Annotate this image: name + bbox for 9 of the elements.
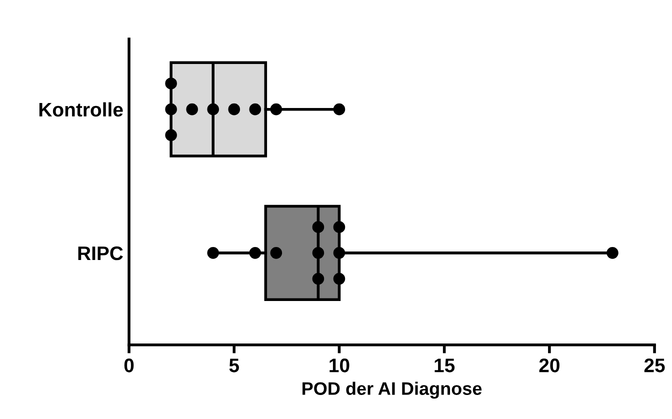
y-tick-label: Kontrolle [39, 102, 123, 117]
x-axis-title: POD der AI Diagnose [302, 382, 482, 399]
x-tick-label: 20 [539, 358, 560, 372]
y-tick-label: RIPC [78, 246, 123, 260]
x-tick-label: 15 [434, 358, 455, 372]
x-tick-label: 25 [644, 358, 665, 372]
x-tick-label: 5 [229, 358, 239, 372]
x-tick-label: 10 [330, 358, 350, 372]
x-tick-label: 0 [124, 358, 134, 372]
